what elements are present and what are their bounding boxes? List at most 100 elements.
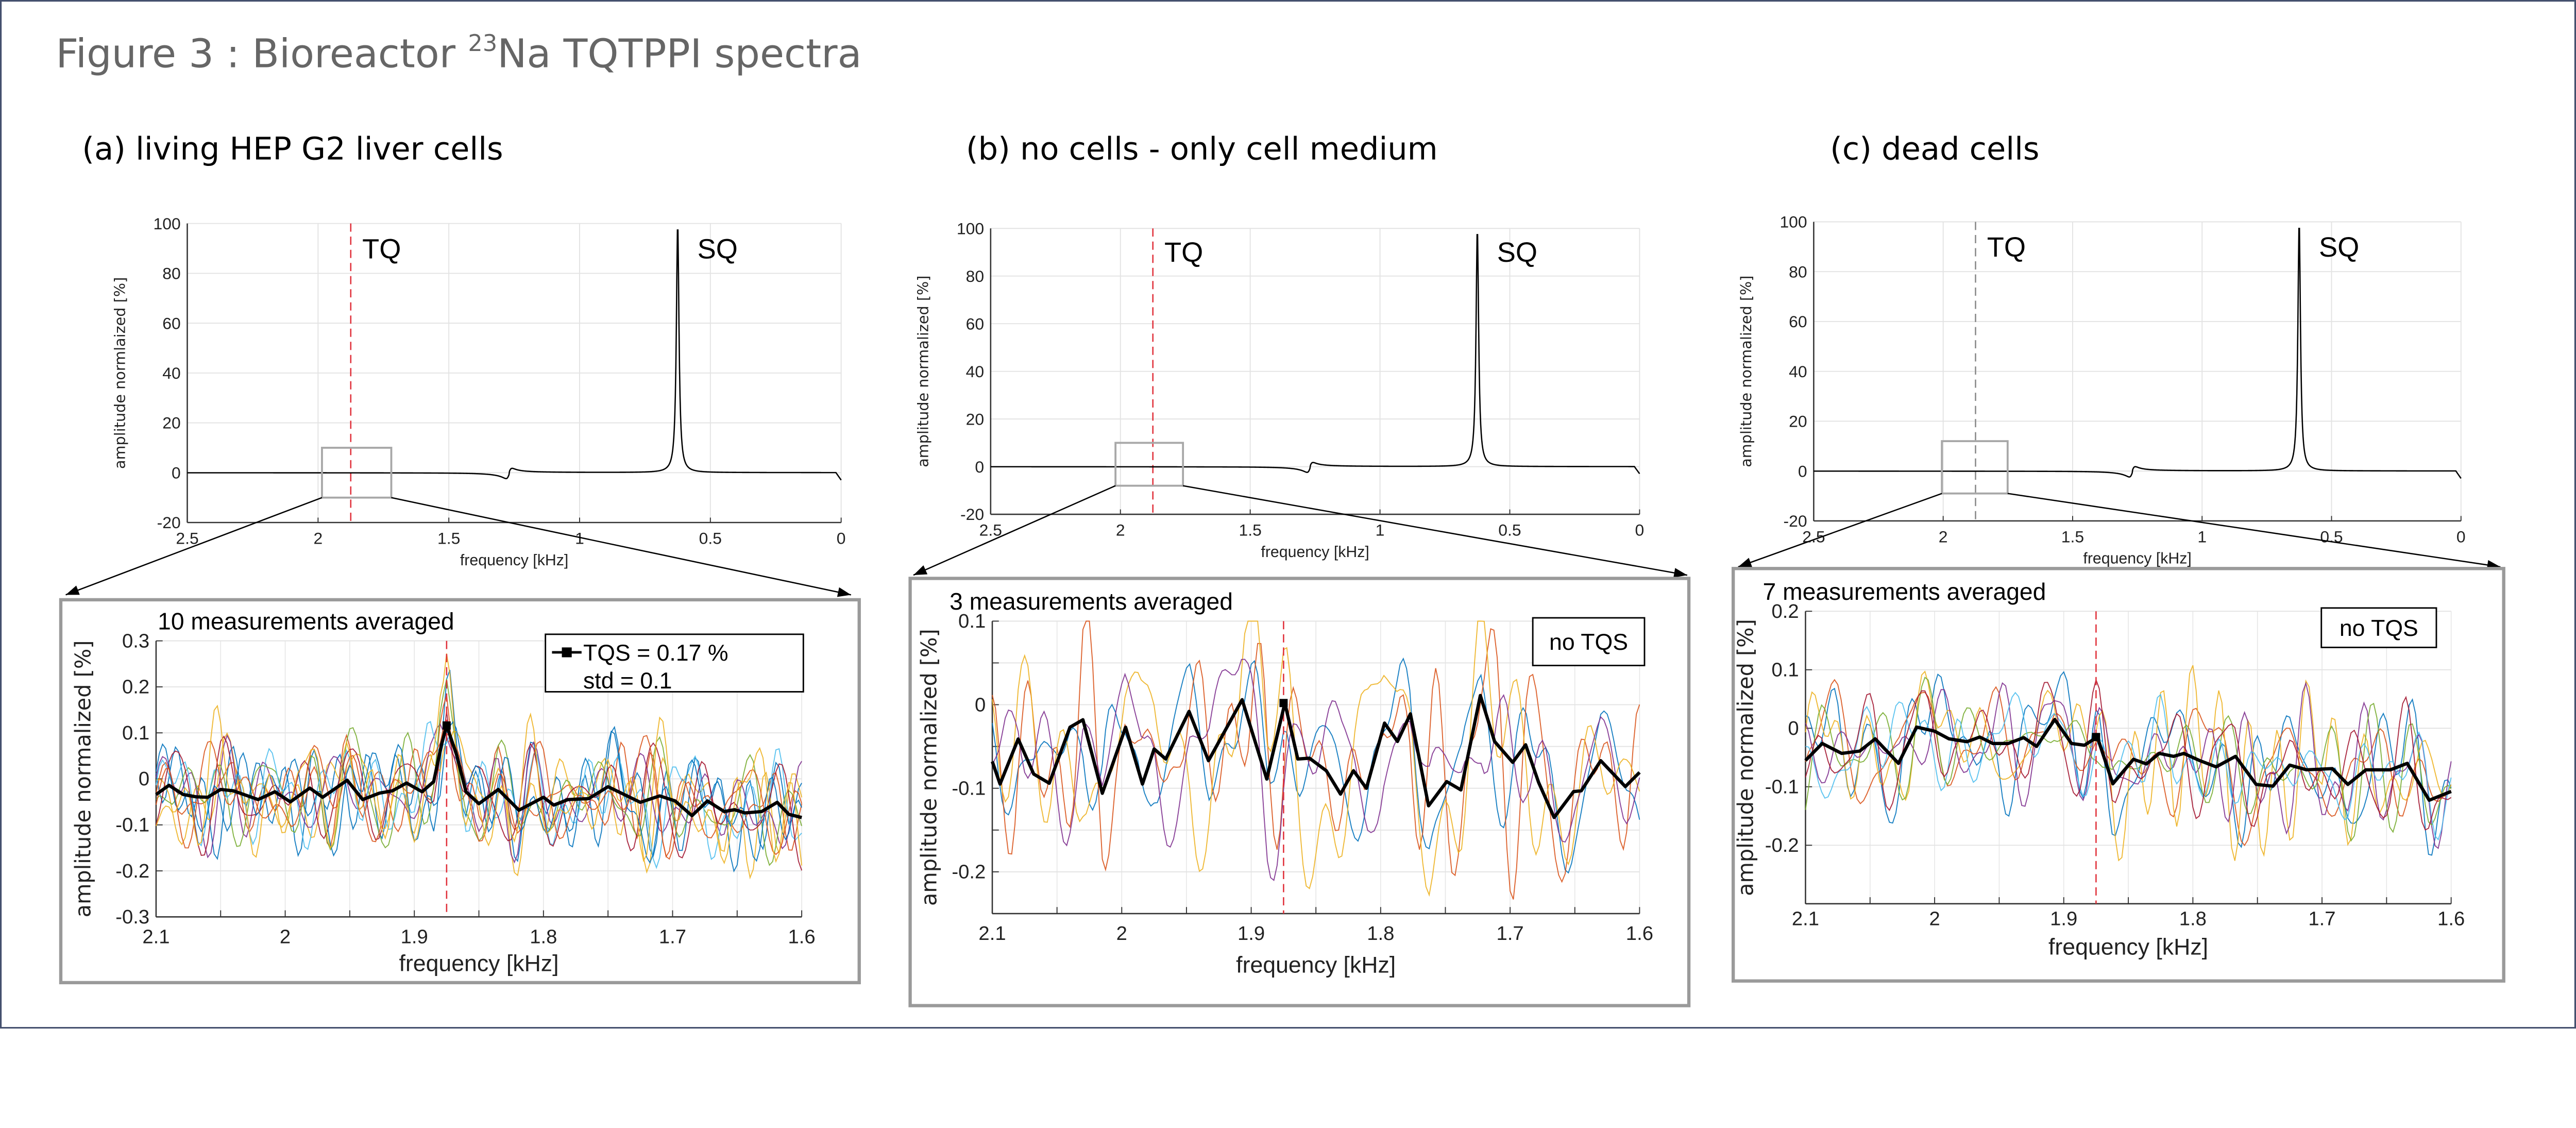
- measurement-trace: [156, 731, 803, 880]
- zoom-connector-line: [391, 497, 852, 596]
- ytick-label: -20: [157, 513, 181, 532]
- xtick-label: 1.9: [1238, 922, 1265, 945]
- xtick-label: 1.5: [2061, 527, 2084, 546]
- ytick-label: 100: [1780, 213, 1807, 231]
- ytick-label: 0.3: [122, 630, 149, 652]
- legend-box: [545, 633, 804, 693]
- measurement-trace: [992, 620, 1640, 900]
- y-axis-label: amplitude normalized [%]: [914, 276, 932, 467]
- spectrum-line: [1814, 227, 2462, 479]
- zoom-connector-line: [65, 497, 323, 596]
- x-axis-label: frequency [kHz]: [2048, 935, 2208, 960]
- legend-box: [2320, 607, 2437, 648]
- xtick-label: 2: [280, 925, 291, 948]
- zoom-region-box: [1114, 442, 1184, 487]
- ytick-label: -0.2: [952, 861, 986, 883]
- panel-a: (a) living HEP G2 liver cells10080604020…: [59, 131, 861, 985]
- zoom-connector-line: [1182, 485, 1688, 576]
- legend-marker-icon: [562, 647, 572, 658]
- xtick-label: 1.9: [2050, 907, 2077, 930]
- ytick-label: 60: [162, 314, 180, 332]
- xtick-label: 2.5: [979, 521, 1002, 540]
- y-axis-label: amplitude normalized [%]: [1737, 276, 1755, 467]
- figure-title-superscript: 23: [468, 30, 497, 57]
- legend-text: std = 0.1: [583, 668, 672, 694]
- averaged-trace: [155, 723, 802, 819]
- detail-plot: 2.1 2 1.9 1.8 1.7 1.6 0.1 0 -0.1 -0.2 3 measuremen…: [908, 577, 1691, 1007]
- xtick-label: 2: [1116, 521, 1125, 540]
- x-axis-label: frequency [kHz]: [1261, 544, 1369, 561]
- xtick-label: 0: [2456, 527, 2466, 546]
- ytick-label: 80: [1789, 262, 1807, 281]
- ytick-label: -0.1: [952, 777, 986, 799]
- legend-text: no TQS: [2340, 616, 2418, 641]
- xtick-label: 1.7: [659, 925, 686, 948]
- ytick-label: 20: [1789, 412, 1807, 431]
- xtick-label: 1.8: [2179, 907, 2207, 930]
- legend-text: TQS = 0.17 %: [583, 641, 728, 666]
- ytick-label: 20: [966, 410, 984, 428]
- figure-title: Figure 3 : Bioreactor 23Na TQTPPI spectr…: [56, 30, 861, 77]
- sq-label: SQ: [2319, 232, 2359, 263]
- ytick-label: 40: [1789, 362, 1807, 381]
- xtick-label: 2.1: [142, 925, 170, 948]
- spectrum-line: [990, 234, 1640, 475]
- ytick-label: 0: [172, 463, 181, 482]
- panel-title: (c) dead cells: [1830, 131, 2039, 167]
- ytick-label: 40: [966, 362, 984, 381]
- legend-text: no TQS: [1549, 630, 1628, 655]
- ytick-label: -0.1: [1765, 776, 1799, 798]
- spectrum-line: [187, 229, 842, 481]
- arrowhead-icon: [1738, 558, 1752, 567]
- xtick-label: 1.6: [788, 925, 816, 948]
- y-axis-label: amplitude normalized [%]: [1733, 619, 1758, 896]
- xtick-label: 2.1: [978, 922, 1006, 945]
- measurement-trace: [155, 727, 803, 860]
- xtick-label: 1: [575, 529, 584, 547]
- arrowhead-icon: [913, 565, 928, 576]
- arrowhead-icon: [837, 587, 851, 597]
- xtick-label: 1.9: [401, 925, 428, 948]
- measurement-trace: [992, 659, 1640, 881]
- y-axis-label: amplitude normalized [%]: [71, 641, 95, 918]
- arrowhead-icon: [65, 585, 80, 595]
- arrowhead-icon: [1673, 568, 1687, 578]
- xtick-label: 0: [1635, 521, 1645, 540]
- panel-title: (a) living HEP G2 liver cells: [82, 131, 503, 167]
- xtick-label: 2: [313, 529, 323, 547]
- tq-label: TQ: [362, 233, 401, 264]
- figure-title-suffix: Na TQTPPI spectra: [497, 31, 861, 77]
- ytick-label: 0: [1788, 717, 1799, 739]
- ytick-label: -0.2: [115, 860, 149, 882]
- xtick-label: 2: [1929, 907, 1940, 930]
- ytick-label: 80: [966, 267, 984, 285]
- xtick-label: 1.6: [2437, 907, 2465, 930]
- tqs-marker: [442, 721, 451, 730]
- ytick-label: 100: [957, 219, 984, 238]
- xtick-label: 1.5: [437, 529, 460, 547]
- zoom-connector-line: [913, 485, 1116, 576]
- panels: (a) living HEP G2 liver cells10080604020…: [59, 131, 2505, 1007]
- ytick-label: 0: [1798, 462, 1807, 480]
- panel-title: (b) no cells - only cell medium: [966, 131, 1438, 167]
- xtick-label: 1: [2197, 527, 2207, 546]
- measurement-trace: [155, 721, 802, 864]
- panel-b: (b) no cells - only cell medium100806040…: [908, 131, 1691, 1007]
- ytick-label: 0: [975, 458, 984, 476]
- xtick-label: 1.8: [530, 925, 557, 948]
- xtick-label: 1: [1376, 521, 1385, 540]
- xtick-label: 2.5: [176, 529, 198, 547]
- ytick-label: 0: [139, 768, 149, 790]
- tqs-marker: [2092, 733, 2100, 742]
- detail-title: 10 measurements averaged: [158, 608, 454, 634]
- tq-label: TQ: [1164, 237, 1203, 268]
- xtick-label: 1.7: [1497, 922, 1524, 945]
- x-axis-label: frequency [kHz]: [460, 552, 568, 569]
- measurement-trace: [155, 723, 802, 864]
- averaged-trace: [1804, 718, 2452, 802]
- detail-title: 3 measurements averaged: [950, 588, 1233, 615]
- xtick-label: 1.7: [2308, 907, 2335, 930]
- y-axis-label: amplitude normlaized [%]: [111, 277, 128, 469]
